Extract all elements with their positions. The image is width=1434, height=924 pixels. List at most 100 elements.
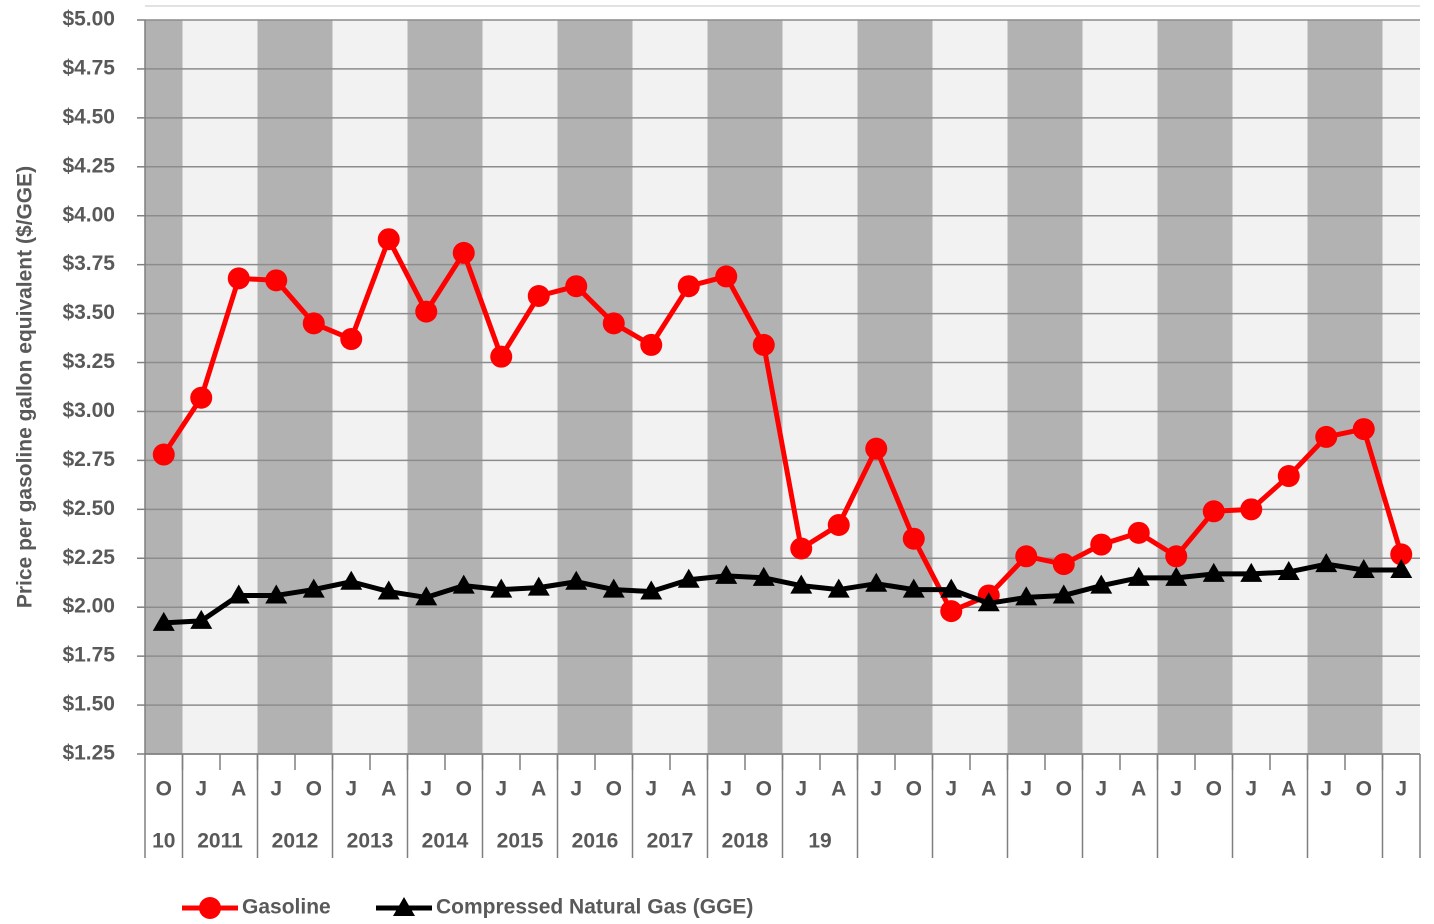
- year-label: 2012: [272, 830, 319, 853]
- point: [865, 437, 888, 460]
- point: [1315, 553, 1338, 573]
- x-tick-label: A: [381, 778, 396, 801]
- year-band: [1307, 20, 1383, 754]
- point: [1277, 560, 1300, 580]
- y-tick-label: $4.75: [62, 56, 115, 79]
- x-tick-label: J: [270, 778, 282, 801]
- point: [827, 578, 850, 598]
- point: [1015, 586, 1038, 606]
- series-line: [161, 236, 1404, 614]
- y-tick-label: $4.25: [62, 154, 115, 177]
- y-tick-label: $3.25: [62, 350, 115, 373]
- point: [1127, 521, 1150, 544]
- x-tick-label: J: [345, 778, 357, 801]
- year-label: 10: [152, 830, 175, 853]
- shading-layer: [145, 20, 1420, 754]
- point: [865, 572, 888, 592]
- year-label: 2013: [347, 830, 394, 853]
- year-band: [407, 20, 483, 754]
- year-label: 2014: [422, 830, 469, 853]
- point: [715, 564, 738, 584]
- point: [1277, 465, 1300, 488]
- x-tick-label: O: [906, 778, 922, 801]
- point: [490, 578, 513, 598]
- x-tick-label: J: [870, 778, 882, 801]
- point: [752, 566, 775, 586]
- legend-label: Gasoline: [242, 896, 331, 919]
- point: [940, 578, 963, 598]
- point: [565, 275, 588, 298]
- year-label: 2018: [722, 830, 769, 853]
- x-tick-label: O: [606, 778, 622, 801]
- x-tick-label: J: [945, 778, 957, 801]
- x-tick-label: O: [1356, 778, 1372, 801]
- legend-marker: [199, 897, 221, 919]
- point: [602, 312, 625, 335]
- point: [940, 600, 963, 623]
- year-band: [632, 20, 708, 754]
- point: [265, 584, 288, 604]
- y-axis-label: Price per gasoline gallon equivalent ($/…: [14, 166, 37, 608]
- year-band: [1082, 20, 1158, 754]
- point: [1390, 543, 1413, 566]
- year-label: 2016: [572, 830, 619, 853]
- year-band: [782, 20, 858, 754]
- point: [565, 570, 588, 590]
- year-band: [857, 20, 933, 754]
- point: [190, 609, 213, 629]
- point: [377, 228, 400, 251]
- point: [677, 275, 700, 298]
- point: [265, 269, 288, 292]
- point: [640, 580, 663, 600]
- point: [1052, 553, 1075, 576]
- legend-label: Compressed Natural Gas (GGE): [436, 896, 753, 919]
- point: [790, 574, 813, 594]
- point: [1165, 566, 1188, 586]
- x-tick-label: A: [981, 778, 996, 801]
- x-tick-label: A: [1131, 778, 1146, 801]
- point: [152, 611, 175, 631]
- year-band: [482, 20, 558, 754]
- point: [302, 578, 325, 598]
- point: [977, 592, 1000, 612]
- x-tick-label: J: [195, 778, 207, 801]
- y-tick-label: $5.00: [62, 8, 115, 31]
- point: [1352, 559, 1375, 579]
- x-tick-label: J: [1395, 778, 1407, 801]
- x-tick-label: O: [156, 778, 172, 801]
- point: [340, 570, 363, 590]
- point: [302, 312, 325, 335]
- point: [752, 333, 775, 356]
- point: [902, 527, 925, 550]
- x-tick-label: J: [495, 778, 507, 801]
- x-tick-label: A: [531, 778, 546, 801]
- y-tick-label: $1.75: [62, 644, 115, 667]
- y-tick-label: $4.00: [62, 203, 115, 226]
- year-band: [1232, 20, 1308, 754]
- point: [452, 241, 475, 264]
- point: [152, 443, 175, 466]
- x-tick-label: J: [645, 778, 657, 801]
- point: [827, 513, 850, 536]
- year-band: [557, 20, 633, 754]
- x-tick-label: J: [1245, 778, 1257, 801]
- point: [1352, 418, 1375, 441]
- year-band: [182, 20, 258, 754]
- point: [640, 333, 663, 356]
- point: [227, 267, 250, 290]
- point: [1090, 533, 1113, 556]
- year-band: [332, 20, 408, 754]
- year-label: 2015: [497, 830, 544, 853]
- point: [1127, 566, 1150, 586]
- point: [715, 265, 738, 288]
- point: [902, 578, 925, 598]
- y-tick-label: $2.00: [62, 595, 115, 618]
- year-band: [1007, 20, 1083, 754]
- year-label: 2011: [197, 830, 243, 853]
- x-tick-label: J: [795, 778, 807, 801]
- point: [1315, 425, 1338, 448]
- point: [1202, 562, 1225, 582]
- point: [602, 578, 625, 598]
